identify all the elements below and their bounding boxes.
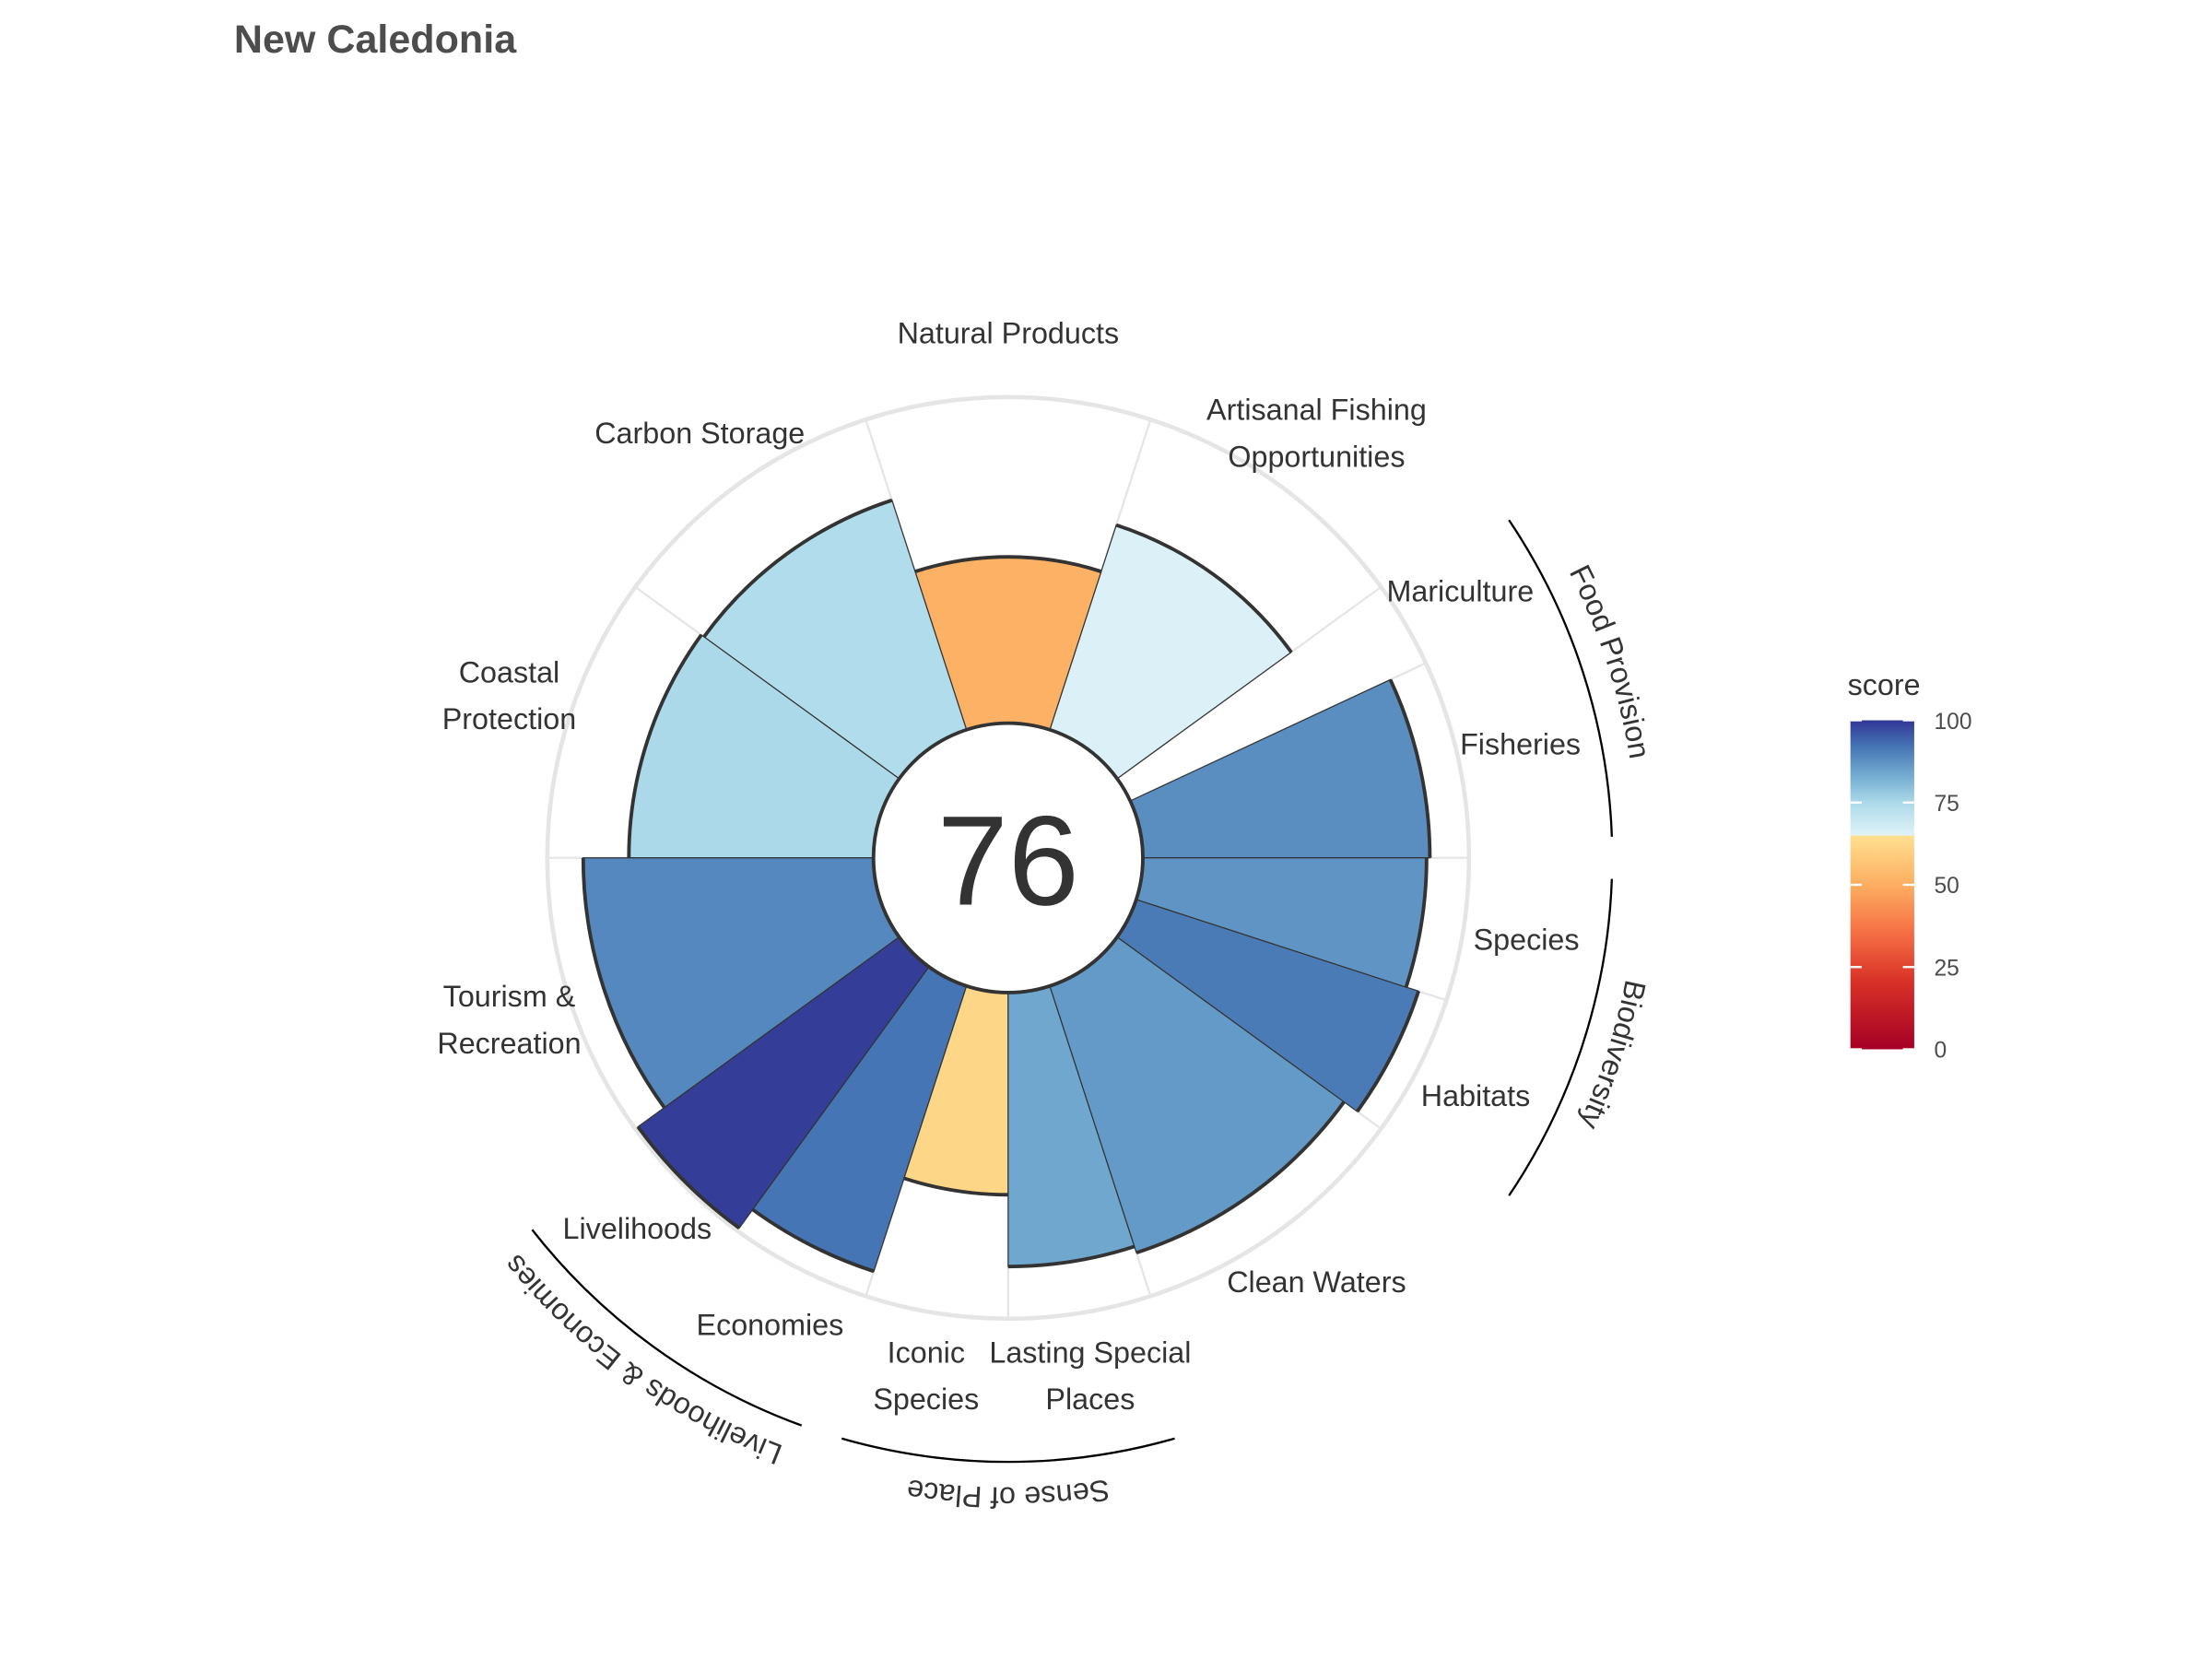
- group-arc: [841, 1437, 1175, 1464]
- petal-outline: [702, 498, 893, 639]
- group-label-path: Livelihoods & Economies: [497, 1249, 786, 1471]
- petal-outline: [751, 1207, 875, 1274]
- goal-label: Iconic Species: [873, 1335, 979, 1416]
- petal-outline: [1135, 1100, 1346, 1255]
- petal-outline: [1356, 990, 1420, 1113]
- group-label: Sense of Place: [904, 1473, 1112, 1514]
- goal-label: Species: [1474, 924, 1580, 957]
- goal-label: Coastal Protection: [442, 655, 576, 735]
- group-arc: [1508, 519, 1613, 837]
- legend-tick-label: 50: [1934, 874, 1959, 899]
- group-label-path: Sense of Place: [904, 1473, 1112, 1514]
- goal-label: Clean Waters: [1227, 1265, 1406, 1299]
- group-label: Livelihoods & Economies: [497, 1249, 786, 1471]
- legend-tick-label: 100: [1934, 710, 1971, 735]
- petal-outline: [1007, 1244, 1135, 1269]
- petal-outline: [627, 633, 703, 858]
- goal-label: Natural Products: [898, 316, 1120, 349]
- goal-label: Habitats: [1421, 1079, 1530, 1112]
- legend-tick-label: 75: [1934, 792, 1959, 817]
- goal-label: Lasting Special Places: [989, 1335, 1191, 1416]
- goal-label: Economies: [697, 1309, 844, 1342]
- group-arc: [531, 1229, 803, 1427]
- goal-label: Fisheries: [1460, 727, 1581, 760]
- overall-score: 76: [937, 791, 1079, 933]
- goal-label: Livelihoods: [563, 1212, 712, 1245]
- petal-outline: [1404, 857, 1429, 988]
- petal-outline: [914, 555, 1102, 573]
- goal-label: Tourism & Recreation: [437, 980, 581, 1060]
- legend-tick-label: 0: [1934, 1039, 1947, 1064]
- goal-label: Artisanal Fishing Opportunities: [1206, 394, 1427, 474]
- goal-label: Carbon Storage: [594, 417, 805, 450]
- petal-outline: [903, 1176, 1008, 1197]
- goal-label: Mariculture: [1386, 575, 1534, 608]
- center-circle: [871, 721, 1145, 994]
- petal-outline: [1388, 678, 1432, 858]
- legend-tick-label: 25: [1934, 956, 1959, 981]
- group-label-path: Biodiversity: [1573, 977, 1653, 1135]
- petal-outline: [1115, 523, 1293, 653]
- legend-title: score: [1848, 668, 1921, 701]
- petal-outline: [581, 857, 666, 1109]
- group-label: Biodiversity: [1573, 977, 1653, 1135]
- petal-outline: [636, 1125, 741, 1230]
- chart-title: New Caledonia: [234, 18, 517, 62]
- group-arc: [1508, 878, 1613, 1196]
